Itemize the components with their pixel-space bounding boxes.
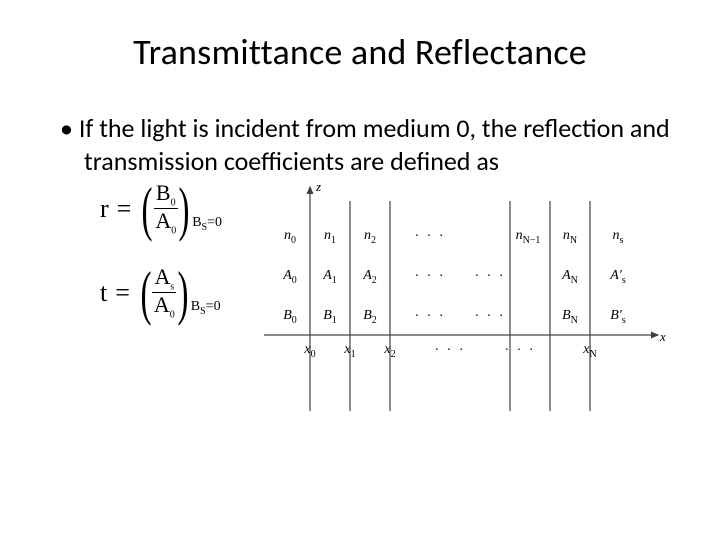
formula-r: r = ( B0 A0 ) BS=0 [100,181,260,237]
n0-label: n0 [284,228,296,246]
frac-num: As [152,265,176,293]
eq-sign: = [115,278,130,308]
dots: · · · [475,269,506,285]
xN-label: xN [583,342,596,360]
right-paren: ) [177,272,188,314]
x-axis-label: x [660,329,666,345]
paren-group: ( As A0 ) [136,265,193,321]
dots: · · · [435,343,466,359]
eq-sign: = [117,194,132,224]
formulas-block: r = ( B0 A0 ) BS=0 t = ( As [50,181,260,431]
dots: · · · [415,269,446,285]
n1-label: n1 [324,228,336,246]
paren-group: ( B0 A0 ) [137,181,194,237]
As-label: A′s [610,268,626,286]
diagram-svg [260,181,670,421]
BN-label: BN [562,308,578,326]
slide-title: Transmittance and Reflectance [50,30,670,74]
fraction-r: B0 A0 [153,181,178,237]
AN-label: AN [562,268,578,286]
formula-t: t = ( As A0 ) BS=0 [100,265,260,321]
B0-label: B0 [283,308,297,326]
condition-t: BS=0 [191,299,221,317]
x2-label: x2 [384,342,395,360]
formula-r-var: r [100,194,109,224]
left-paren: ( [140,272,151,314]
nN1-label: nN−1 [516,228,541,246]
x1-label: x1 [344,342,355,360]
formula-t-var: t [100,278,107,308]
bullet-text: If the light is incident from medium 0, … [60,112,670,177]
left-paren: ( [142,188,153,230]
A1-label: A1 [323,268,337,286]
frac-den: A0 [152,293,177,320]
fraction-t: As A0 [152,265,177,321]
x0-label: x0 [304,342,315,360]
dots: · · · [415,229,446,245]
Bs-label: B′s [610,308,626,326]
right-paren: ) [179,188,190,230]
frac-den: A0 [153,209,178,236]
ns-label: ns [613,228,624,246]
layer-diagram: z x n0 n1 n2 · · · nN−1 nN ns A0 A1 A2 ·… [260,181,670,431]
B1-label: B1 [323,308,337,326]
B2-label: B2 [363,308,377,326]
condition-r: BS=0 [192,215,222,233]
nN-label: nN [563,228,577,246]
frac-num: B0 [154,181,178,209]
z-axis-label: z [316,179,321,195]
dots: · · · [505,343,536,359]
dots: · · · [415,309,446,325]
dots: · · · [475,309,506,325]
A2-label: A2 [363,268,377,286]
A0-label: A0 [283,268,297,286]
n2-label: n2 [364,228,376,246]
